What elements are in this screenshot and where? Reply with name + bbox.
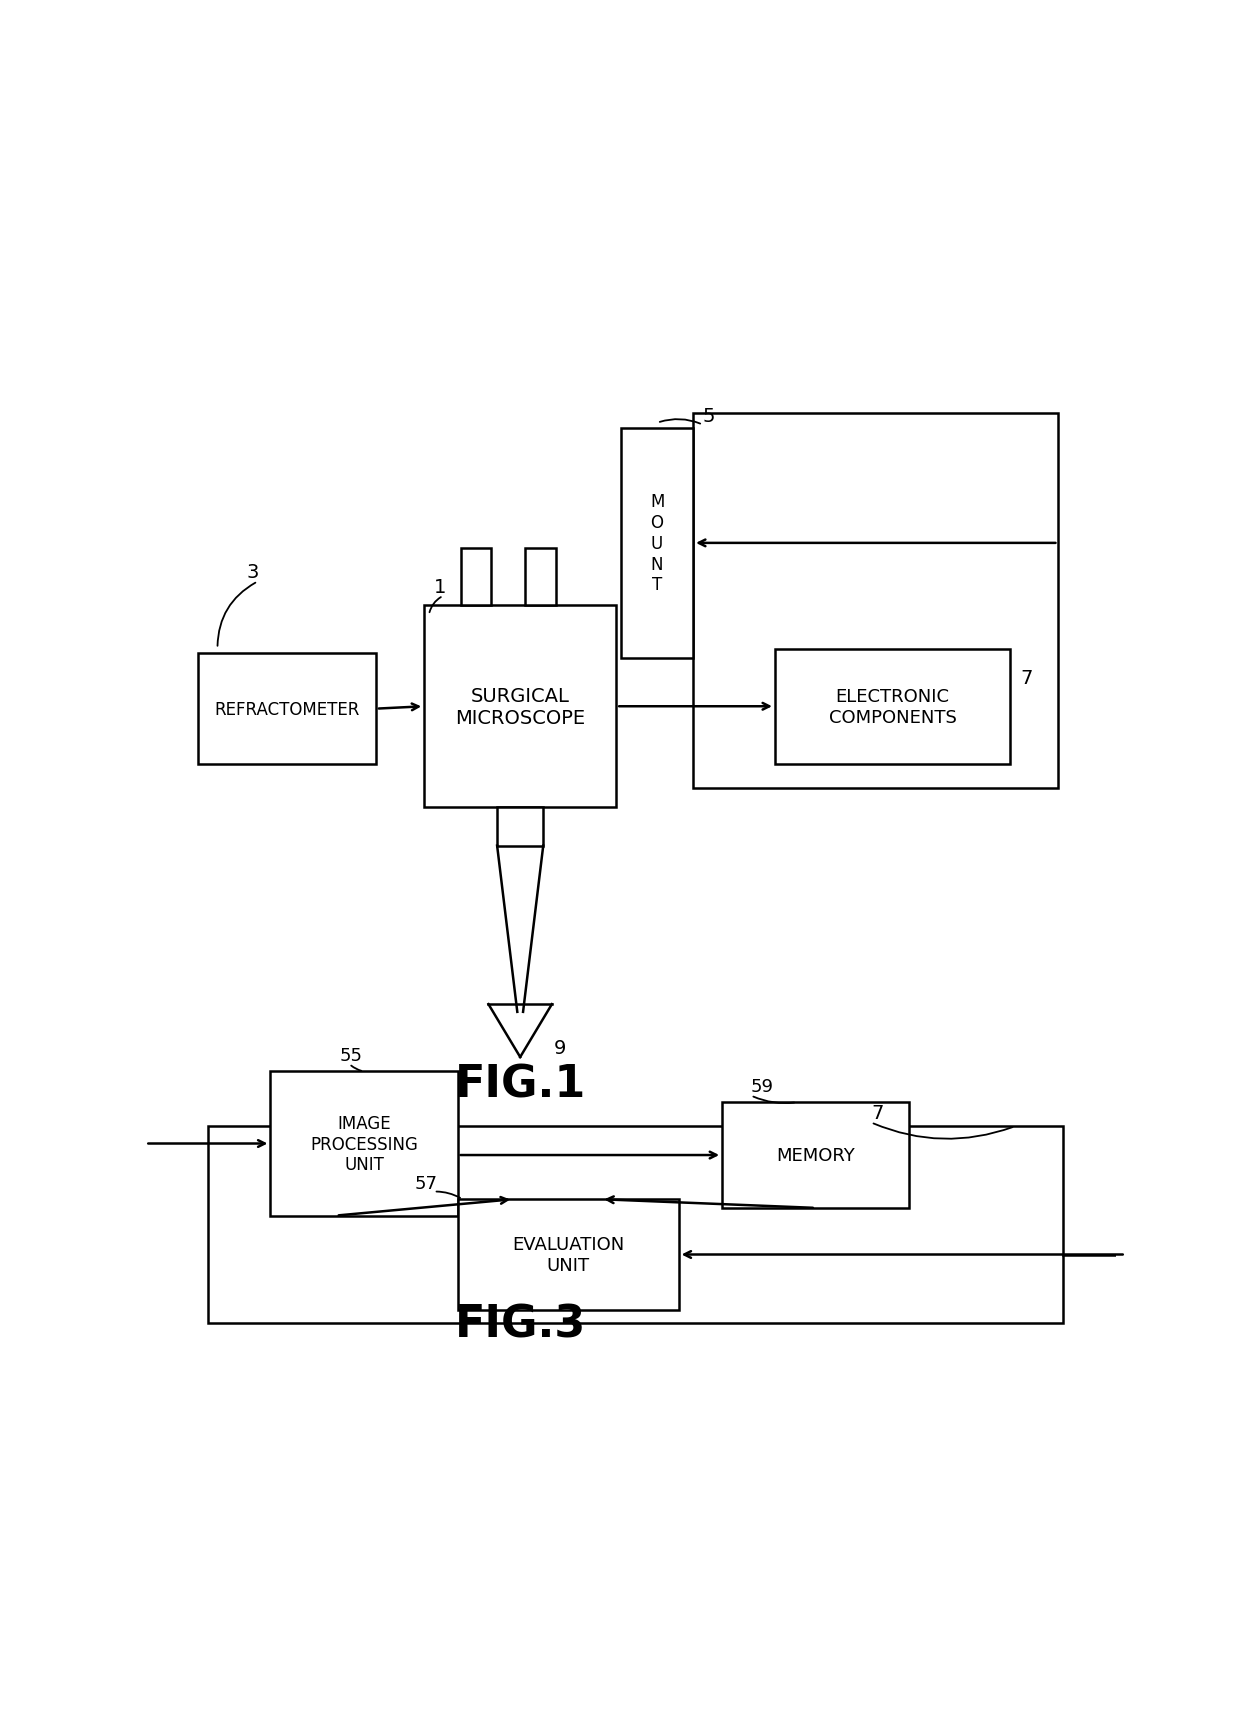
FancyBboxPatch shape: [424, 606, 616, 808]
Text: REFRACTOMETER: REFRACTOMETER: [215, 700, 360, 718]
FancyBboxPatch shape: [775, 650, 1011, 765]
FancyBboxPatch shape: [270, 1072, 458, 1216]
Text: 3: 3: [247, 563, 259, 582]
Text: M
O
U
N
T: M O U N T: [650, 493, 665, 594]
Text: EVALUATION
UNIT: EVALUATION UNIT: [512, 1235, 625, 1275]
Text: 7: 7: [870, 1104, 883, 1123]
FancyBboxPatch shape: [621, 429, 693, 658]
Text: 7: 7: [1019, 669, 1032, 687]
Text: FIG.3: FIG.3: [455, 1303, 585, 1346]
Text: MEMORY: MEMORY: [776, 1146, 856, 1165]
FancyBboxPatch shape: [198, 655, 376, 765]
Text: 1: 1: [434, 577, 446, 596]
Text: SURGICAL
MICROSCOPE: SURGICAL MICROSCOPE: [455, 686, 585, 727]
FancyBboxPatch shape: [458, 1199, 678, 1309]
Text: 55: 55: [340, 1046, 362, 1065]
FancyBboxPatch shape: [525, 548, 556, 606]
Text: 9: 9: [554, 1039, 567, 1058]
FancyBboxPatch shape: [722, 1103, 909, 1208]
Text: 59: 59: [751, 1079, 774, 1096]
FancyBboxPatch shape: [497, 808, 543, 846]
Text: 57: 57: [414, 1173, 438, 1192]
FancyBboxPatch shape: [460, 548, 491, 606]
Text: IMAGE
PROCESSING
UNIT: IMAGE PROCESSING UNIT: [310, 1115, 418, 1173]
Text: FIG.1: FIG.1: [455, 1063, 585, 1106]
Text: 5: 5: [703, 407, 715, 426]
Text: ELECTRONIC
COMPONENTS: ELECTRONIC COMPONENTS: [828, 687, 956, 725]
